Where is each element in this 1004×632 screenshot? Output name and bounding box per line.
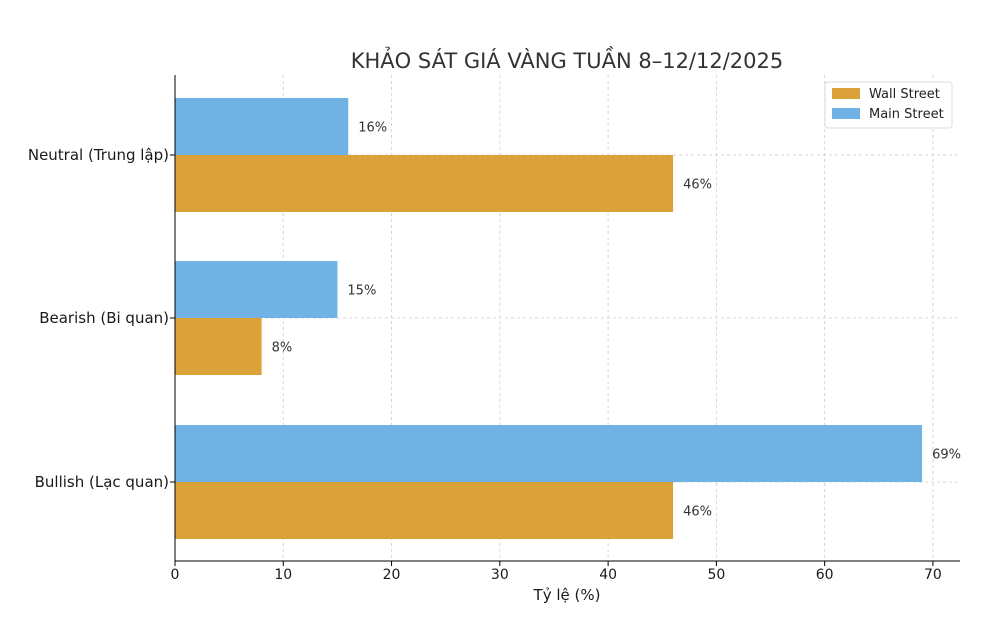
legend-swatch <box>832 88 860 99</box>
category-label: Neutral (Trung lập) <box>28 146 169 164</box>
category-labels: Bullish (Lạc quan) Bearish (Bi quan) Neutr… <box>28 146 175 491</box>
x-tick-label: 70 <box>924 567 942 583</box>
bar-main-street <box>175 98 349 155</box>
x-tick-label: 0 <box>171 567 180 583</box>
data-label: 46% <box>683 178 712 193</box>
x-tick-label: 10 <box>274 567 292 583</box>
data-label: 16% <box>358 121 387 136</box>
data-label: 46% <box>683 505 712 520</box>
data-label: 69% <box>932 448 961 463</box>
x-tick-label: 50 <box>707 567 725 583</box>
x-tick-label: 40 <box>599 567 617 583</box>
legend: Wall Street Main Street <box>824 81 953 129</box>
x-ticks: 0 10 20 30 40 50 60 70 <box>171 561 942 583</box>
x-tick-label: 20 <box>383 567 401 583</box>
legend-label: Wall Street <box>869 87 940 102</box>
chart-title: KHẢO SÁT GIÁ VÀNG TUẦN 8–12/12/2025 <box>351 46 784 73</box>
bar-wall-street <box>175 155 674 212</box>
bar-main-street <box>175 425 923 482</box>
category-label: Bullish (Lạc quan) <box>35 473 169 491</box>
bar-wall-street <box>175 482 674 539</box>
data-labels: 46% 8% 46% 69% 15% 16% <box>272 121 961 520</box>
bars <box>175 98 923 539</box>
bar-main-street <box>175 261 338 318</box>
data-label: 15% <box>347 284 376 299</box>
x-tick-label: 60 <box>816 567 834 583</box>
category-label: Bearish (Bi quan) <box>39 309 169 327</box>
bar-wall-street <box>175 318 262 375</box>
x-axis-title: Tỷ lệ (%) <box>533 586 601 604</box>
data-label: 8% <box>272 341 293 356</box>
x-tick-label: 30 <box>491 567 509 583</box>
legend-swatch <box>832 108 860 119</box>
legend-label: Main Street <box>869 107 944 122</box>
